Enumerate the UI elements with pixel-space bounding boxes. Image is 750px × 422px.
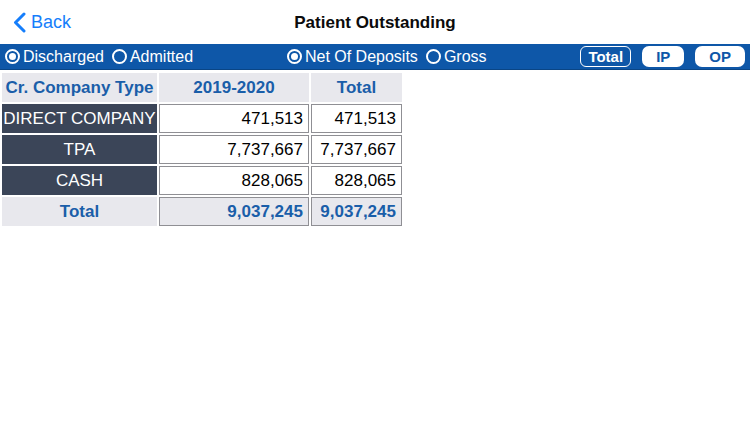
radio-admitted[interactable]: Admitted [112, 48, 193, 66]
row-label-direct-company: DIRECT COMPANY [2, 104, 157, 133]
row-label-tpa: TPA [2, 135, 157, 164]
radio-gross[interactable]: Gross [426, 48, 487, 66]
ip-button[interactable]: IP [642, 46, 684, 67]
back-label: Back [31, 12, 71, 33]
radio-net-of-deposits-label: Net Of Deposits [305, 48, 418, 66]
cell-total-2019-2020: 9,037,245 [159, 197, 309, 226]
cell-tpa-2019-2020: 7,737,667 [159, 135, 309, 164]
cell-direct-company-2019-2020: 471,513 [159, 104, 309, 133]
scope-button-group: Total IP OP [580, 46, 745, 67]
cell-tpa-total: 7,737,667 [311, 135, 402, 164]
nav-bar: Back Patient Outstanding [0, 0, 750, 44]
cell-cash-2019-2020: 828,065 [159, 166, 309, 195]
radio-unselected-icon [112, 49, 127, 64]
column-header-total: Total [311, 73, 402, 102]
op-button[interactable]: OP [695, 46, 745, 67]
page-title: Patient Outstanding [0, 0, 750, 44]
cell-total-total: 9,037,245 [311, 197, 402, 226]
column-header-company-type: Cr. Company Type [2, 73, 157, 102]
cell-cash-total: 828,065 [311, 166, 402, 195]
radio-admitted-label: Admitted [130, 48, 193, 66]
radio-net-of-deposits[interactable]: Net Of Deposits [287, 48, 418, 66]
amount-mode-radio-group: Net Of Deposits Gross [287, 48, 487, 66]
row-label-cash: CASH [2, 166, 157, 195]
total-row-label: Total [2, 197, 157, 226]
back-chevron-icon [13, 12, 26, 33]
column-header-2019-2020: 2019-2020 [159, 73, 309, 102]
radio-discharged[interactable]: Discharged [5, 48, 104, 66]
radio-unselected-icon [426, 49, 441, 64]
back-button[interactable]: Back [13, 0, 71, 44]
cell-direct-company-total: 471,513 [311, 104, 402, 133]
outstanding-table: Cr. Company Type 2019-2020 Total DIRECT … [2, 73, 402, 226]
patient-status-radio-group: Discharged Admitted [5, 48, 193, 66]
radio-selected-icon [287, 49, 302, 64]
total-button[interactable]: Total [580, 46, 631, 67]
radio-discharged-label: Discharged [23, 48, 104, 66]
radio-gross-label: Gross [444, 48, 487, 66]
filter-toolbar: Discharged Admitted Net Of Deposits Gros… [0, 44, 750, 70]
radio-selected-icon [5, 49, 20, 64]
